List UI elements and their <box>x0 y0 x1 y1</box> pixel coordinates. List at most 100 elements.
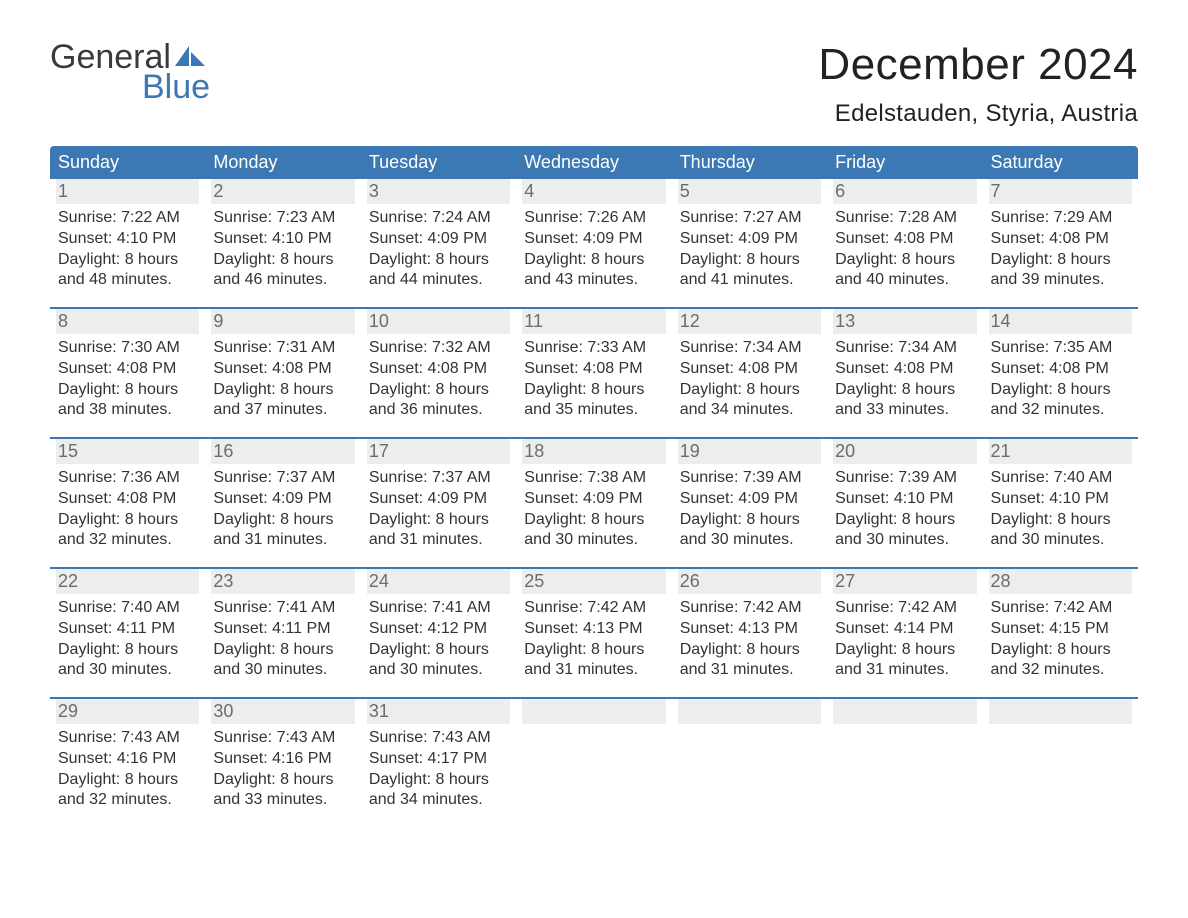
daylight-text-1: Daylight: 8 hours <box>58 510 199 531</box>
day-number: 8 <box>56 309 199 334</box>
day-number: 17 <box>367 439 510 464</box>
day-number: 23 <box>211 569 354 594</box>
daylight-text-1: Daylight: 8 hours <box>524 510 665 531</box>
sunset-text: Sunset: 4:17 PM <box>369 749 510 770</box>
daylight-text-2: and 31 minutes. <box>213 530 354 551</box>
day-number-row: 31 <box>367 699 510 724</box>
daylight-text-2: and 35 minutes. <box>524 400 665 421</box>
day-number-row: 12 <box>678 309 821 334</box>
daylight-text-1: Daylight: 8 hours <box>213 380 354 401</box>
sunset-text: Sunset: 4:10 PM <box>991 489 1132 510</box>
day-number-row: 27 <box>833 569 976 594</box>
sunset-text: Sunset: 4:09 PM <box>680 229 821 250</box>
day-cell: 10Sunrise: 7:32 AMSunset: 4:08 PMDayligh… <box>361 309 516 427</box>
daylight-text-2: and 31 minutes. <box>680 660 821 681</box>
sunset-text: Sunset: 4:11 PM <box>213 619 354 640</box>
day-cell: 21Sunrise: 7:40 AMSunset: 4:10 PMDayligh… <box>983 439 1138 557</box>
day-cell: 27Sunrise: 7:42 AMSunset: 4:14 PMDayligh… <box>827 569 982 687</box>
sunrise-text: Sunrise: 7:28 AM <box>835 208 976 229</box>
daylight-text-1: Daylight: 8 hours <box>369 250 510 271</box>
daylight-text-1: Daylight: 8 hours <box>213 250 354 271</box>
sunset-text: Sunset: 4:09 PM <box>524 229 665 250</box>
sunset-text: Sunset: 4:09 PM <box>369 229 510 250</box>
day-body: Sunrise: 7:43 AMSunset: 4:16 PMDaylight:… <box>56 724 199 811</box>
sunset-text: Sunset: 4:08 PM <box>524 359 665 380</box>
day-body: Sunrise: 7:29 AMSunset: 4:08 PMDaylight:… <box>989 204 1132 291</box>
day-number-row: 28 <box>989 569 1132 594</box>
weekday-header-row: Sunday Monday Tuesday Wednesday Thursday… <box>50 146 1138 179</box>
day-cell: . <box>983 699 1138 817</box>
day-number-row: . <box>989 699 1132 724</box>
day-cell: 23Sunrise: 7:41 AMSunset: 4:11 PMDayligh… <box>205 569 360 687</box>
day-number: 1 <box>56 179 199 204</box>
day-number-row: . <box>833 699 976 724</box>
daylight-text-1: Daylight: 8 hours <box>58 250 199 271</box>
sunrise-text: Sunrise: 7:30 AM <box>58 338 199 359</box>
page: General Blue December 2024 Edelstauden, … <box>0 0 1188 867</box>
day-number-row: 1 <box>56 179 199 204</box>
weekday-header: Tuesday <box>361 146 516 179</box>
day-number: 20 <box>833 439 976 464</box>
sunrise-text: Sunrise: 7:23 AM <box>213 208 354 229</box>
sunrise-text: Sunrise: 7:42 AM <box>680 598 821 619</box>
daylight-text-2: and 37 minutes. <box>213 400 354 421</box>
sunrise-text: Sunrise: 7:34 AM <box>680 338 821 359</box>
day-number: 14 <box>989 309 1132 334</box>
daylight-text-2: and 38 minutes. <box>58 400 199 421</box>
day-number: 24 <box>367 569 510 594</box>
daylight-text-2: and 31 minutes. <box>524 660 665 681</box>
daylight-text-1: Daylight: 8 hours <box>524 250 665 271</box>
sunset-text: Sunset: 4:08 PM <box>680 359 821 380</box>
daylight-text-2: and 34 minutes. <box>369 790 510 811</box>
day-number: 2 <box>211 179 354 204</box>
day-number-row: 5 <box>678 179 821 204</box>
day-number-row: 16 <box>211 439 354 464</box>
day-cell: 26Sunrise: 7:42 AMSunset: 4:13 PMDayligh… <box>672 569 827 687</box>
day-body: Sunrise: 7:33 AMSunset: 4:08 PMDaylight:… <box>522 334 665 421</box>
day-number: 22 <box>56 569 199 594</box>
day-number-row: 21 <box>989 439 1132 464</box>
sunrise-text: Sunrise: 7:37 AM <box>213 468 354 489</box>
day-body: Sunrise: 7:41 AMSunset: 4:11 PMDaylight:… <box>211 594 354 681</box>
day-cell: 30Sunrise: 7:43 AMSunset: 4:16 PMDayligh… <box>205 699 360 817</box>
month-title: December 2024 <box>818 40 1138 90</box>
day-body: Sunrise: 7:40 AMSunset: 4:10 PMDaylight:… <box>989 464 1132 551</box>
daylight-text-1: Daylight: 8 hours <box>58 380 199 401</box>
sunset-text: Sunset: 4:08 PM <box>369 359 510 380</box>
weekday-header: Sunday <box>50 146 205 179</box>
daylight-text-2: and 33 minutes. <box>213 790 354 811</box>
location: Edelstauden, Styria, Austria <box>818 100 1138 128</box>
day-number: 29 <box>56 699 199 724</box>
daylight-text-2: and 39 minutes. <box>991 270 1132 291</box>
day-cell: 29Sunrise: 7:43 AMSunset: 4:16 PMDayligh… <box>50 699 205 817</box>
day-body: Sunrise: 7:39 AMSunset: 4:10 PMDaylight:… <box>833 464 976 551</box>
day-body: Sunrise: 7:23 AMSunset: 4:10 PMDaylight:… <box>211 204 354 291</box>
sunset-text: Sunset: 4:08 PM <box>58 359 199 380</box>
weekday-header: Wednesday <box>516 146 671 179</box>
day-cell: 9Sunrise: 7:31 AMSunset: 4:08 PMDaylight… <box>205 309 360 427</box>
day-cell: 20Sunrise: 7:39 AMSunset: 4:10 PMDayligh… <box>827 439 982 557</box>
day-body: Sunrise: 7:30 AMSunset: 4:08 PMDaylight:… <box>56 334 199 421</box>
day-body: Sunrise: 7:43 AMSunset: 4:17 PMDaylight:… <box>367 724 510 811</box>
sunrise-text: Sunrise: 7:29 AM <box>991 208 1132 229</box>
day-cell: 7Sunrise: 7:29 AMSunset: 4:08 PMDaylight… <box>983 179 1138 297</box>
day-body: Sunrise: 7:27 AMSunset: 4:09 PMDaylight:… <box>678 204 821 291</box>
day-number: 15 <box>56 439 199 464</box>
sunrise-text: Sunrise: 7:37 AM <box>369 468 510 489</box>
day-number-row: 25 <box>522 569 665 594</box>
sunset-text: Sunset: 4:10 PM <box>213 229 354 250</box>
sunrise-text: Sunrise: 7:43 AM <box>58 728 199 749</box>
day-number: 18 <box>522 439 665 464</box>
daylight-text-1: Daylight: 8 hours <box>991 380 1132 401</box>
day-body: Sunrise: 7:43 AMSunset: 4:16 PMDaylight:… <box>211 724 354 811</box>
day-body: Sunrise: 7:37 AMSunset: 4:09 PMDaylight:… <box>367 464 510 551</box>
sunset-text: Sunset: 4:09 PM <box>524 489 665 510</box>
day-number-row: 6 <box>833 179 976 204</box>
day-body: Sunrise: 7:42 AMSunset: 4:13 PMDaylight:… <box>678 594 821 681</box>
day-cell: 5Sunrise: 7:27 AMSunset: 4:09 PMDaylight… <box>672 179 827 297</box>
day-number-row: 22 <box>56 569 199 594</box>
day-cell: . <box>516 699 671 817</box>
sunset-text: Sunset: 4:08 PM <box>58 489 199 510</box>
sunrise-text: Sunrise: 7:33 AM <box>524 338 665 359</box>
day-number-row: 20 <box>833 439 976 464</box>
